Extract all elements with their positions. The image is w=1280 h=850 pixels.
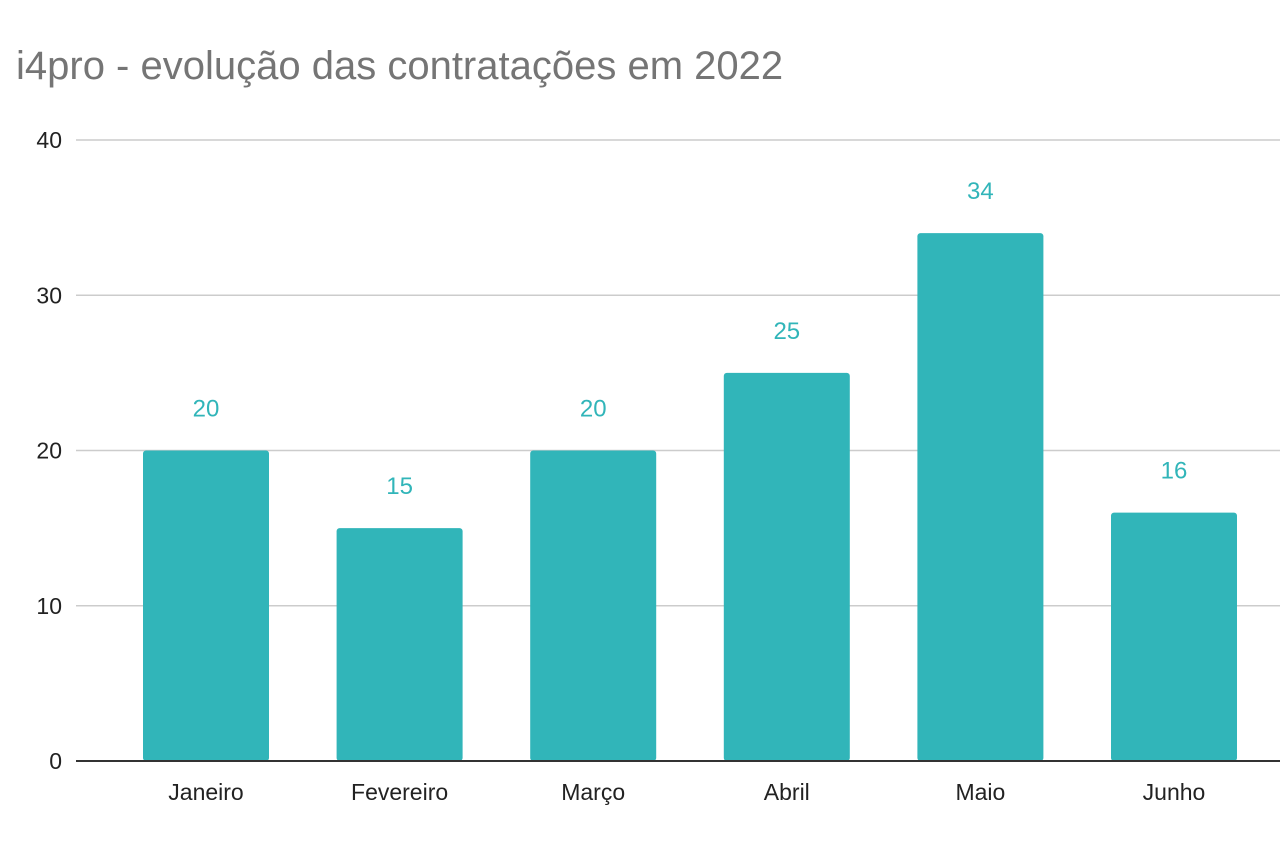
bar-março — [530, 450, 657, 761]
y-tick-label: 20 — [36, 438, 62, 464]
bar-junho — [1111, 512, 1237, 761]
x-tick-label: Março — [561, 779, 625, 805]
data-labels: 20 15 20 25 34 16 — [193, 178, 1188, 500]
bar-maio — [917, 233, 1044, 761]
gridlines — [76, 139, 1280, 607]
x-tick-label: Junho — [1143, 779, 1206, 805]
bar-janeiro — [143, 450, 269, 761]
data-label: 34 — [967, 178, 994, 205]
data-label: 25 — [773, 318, 800, 345]
y-tick-label: 10 — [36, 593, 62, 619]
x-tick-label: Janeiro — [168, 779, 243, 805]
data-label: 20 — [580, 396, 607, 423]
y-tick-label: 0 — [49, 748, 62, 774]
bars — [143, 233, 1237, 761]
x-tick-label: Fevereiro — [351, 779, 448, 805]
data-label: 20 — [193, 396, 220, 423]
bar-abril — [723, 372, 850, 761]
x-axis-tick-labels: Janeiro Fevereiro Março Abril Maio Junho — [168, 779, 1205, 805]
y-tick-label: 40 — [36, 127, 62, 153]
data-label: 16 — [1161, 458, 1188, 485]
x-tick-label: Abril — [764, 779, 810, 805]
data-label: 15 — [386, 473, 413, 500]
bar-fevereiro — [336, 528, 463, 761]
x-tick-label: Maio — [955, 779, 1005, 805]
y-axis-tick-labels: 0 10 20 30 40 — [36, 127, 62, 774]
y-tick-label: 30 — [36, 282, 62, 308]
chart-title: i4pro - evolução das contratações em 202… — [16, 44, 784, 88]
